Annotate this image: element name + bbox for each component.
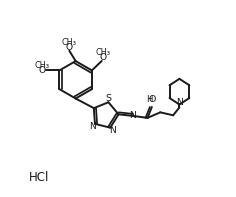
Text: H: H <box>146 95 152 104</box>
Text: HCl: HCl <box>29 171 50 184</box>
Text: N: N <box>89 122 96 131</box>
Text: O: O <box>148 95 156 104</box>
Text: N: N <box>176 98 183 107</box>
Text: CH₃: CH₃ <box>35 61 50 70</box>
Text: N: N <box>129 111 136 120</box>
Text: CH₃: CH₃ <box>95 48 110 57</box>
Text: N: N <box>109 126 116 135</box>
Text: O: O <box>99 53 106 62</box>
Text: S: S <box>105 94 111 103</box>
Text: CH₃: CH₃ <box>61 38 76 47</box>
Text: O: O <box>39 66 46 75</box>
Text: O: O <box>65 43 72 52</box>
